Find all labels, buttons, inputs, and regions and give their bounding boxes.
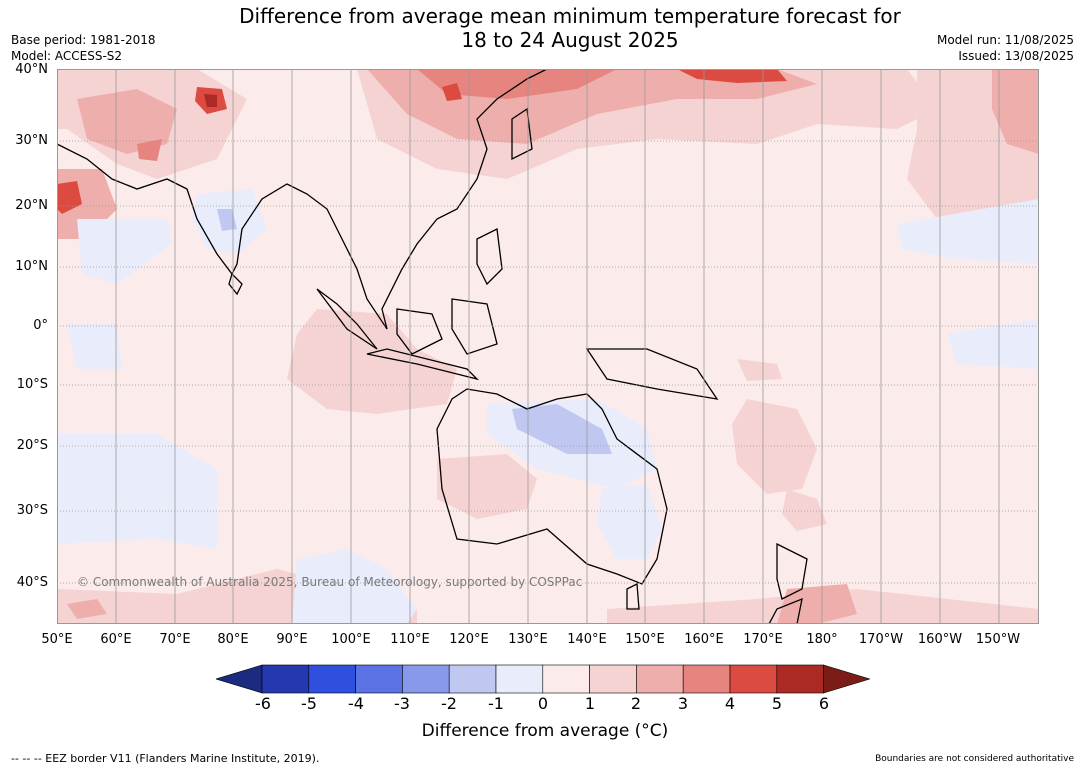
legend-tick: -1: [488, 694, 504, 713]
legend-tick: -5: [301, 694, 317, 713]
legend-tick: 3: [677, 694, 689, 713]
lon-label-120e: 120°E: [449, 632, 489, 647]
legend-swatch: [823, 664, 870, 694]
title-line-2: 18 to 24 August 2025: [461, 28, 679, 52]
lon-label-160w: 160°W: [917, 632, 963, 647]
legend-tick: 4: [724, 694, 736, 713]
lat-label-20n: 20°N: [15, 198, 48, 213]
anomaly-background: [57, 69, 1039, 624]
eez-note: -- -- -- EEZ border V11 (Flanders Marine…: [11, 752, 320, 765]
legend-swatch: [448, 664, 497, 694]
graticule: [57, 69, 1039, 624]
lon-label-130e: 130°E: [508, 632, 548, 647]
map-title: Difference from average mean minimum tem…: [0, 4, 1085, 52]
legend-swatch: [495, 664, 544, 694]
base-period: Base period: 1981-2018: [11, 33, 156, 47]
legend-tick: 2: [630, 694, 642, 713]
lat-label-0: 0°: [33, 318, 48, 333]
legend-swatch: [261, 664, 310, 694]
lat-label-10s: 10°S: [16, 377, 48, 392]
legend-tick: 6: [818, 694, 830, 713]
lat-label-40s: 40°S: [16, 575, 48, 590]
lat-label-40n: 40°N: [15, 62, 48, 77]
lon-label-50e: 50°E: [41, 632, 73, 647]
legend-tick: -6: [255, 694, 271, 713]
model-name: Model: ACCESS-S2: [11, 49, 123, 63]
legend-swatch: [308, 664, 356, 694]
boundary-disclaimer: Boundaries are not considered authoritat…: [875, 754, 1074, 764]
lat-label-30s: 30°S: [16, 503, 48, 518]
legend-swatch: [216, 664, 263, 694]
lon-label-150e: 150°E: [625, 632, 665, 647]
legend-swatch: [589, 664, 637, 694]
coastlines: [57, 69, 808, 624]
lat-label-20s: 20°S: [16, 438, 48, 453]
title-line-1: Difference from average mean minimum tem…: [239, 4, 901, 28]
legend-swatches: [216, 664, 870, 694]
lon-label-60e: 60°E: [100, 632, 132, 647]
lon-label-140e: 140°E: [567, 632, 607, 647]
legend-swatch: [636, 664, 684, 694]
legend-swatch: [682, 664, 731, 694]
legend-swatch: [776, 664, 824, 694]
lon-label-170e: 170°E: [743, 632, 783, 647]
lon-label-70e: 70°E: [159, 632, 191, 647]
legend-tick: -4: [348, 694, 364, 713]
legend-swatch: [402, 664, 450, 694]
lon-label-180: 180°: [806, 632, 838, 647]
map-area: © Commonwealth of Australia 2025, Bureau…: [57, 69, 1039, 624]
lon-label-170w: 170°W: [858, 632, 904, 647]
issued-date: Issued: 13/08/2025: [958, 49, 1074, 63]
lon-label-160e: 160°E: [684, 632, 724, 647]
legend-tick: -2: [441, 694, 457, 713]
map-canvas: [57, 69, 1039, 624]
map-border: [57, 69, 1039, 624]
legend-swatch: [729, 664, 778, 694]
legend-tick: -3: [394, 694, 410, 713]
lon-label-150w: 150°W: [975, 632, 1021, 647]
legend-swatch: [542, 664, 590, 694]
lon-label-80e: 80°E: [217, 632, 249, 647]
lon-label-90e: 90°E: [276, 632, 308, 647]
lon-label-110e: 110°E: [390, 632, 430, 647]
model-run: Model run: 11/08/2025: [936, 33, 1074, 47]
lat-label-30n: 30°N: [15, 133, 48, 148]
legend-tick: 5: [771, 694, 783, 713]
cool-anomaly-regions: [57, 189, 1039, 624]
legend-label: Difference from average (°C): [421, 721, 669, 741]
legend-tick: 1: [584, 694, 596, 713]
meta-left: Base period: 1981-2018 Model: ACCESS-S2: [11, 32, 156, 64]
lon-label-100e: 100°E: [331, 632, 371, 647]
meta-right: Model run: 11/08/2025 Issued: 13/08/2025: [937, 32, 1074, 64]
copyright-notice: © Commonwealth of Australia 2025, Bureau…: [77, 575, 583, 589]
legend-colorbar: [216, 664, 870, 694]
lat-label-10n: 10°N: [15, 259, 48, 274]
legend-tick: 0: [537, 694, 549, 713]
legend-swatch: [355, 664, 403, 694]
